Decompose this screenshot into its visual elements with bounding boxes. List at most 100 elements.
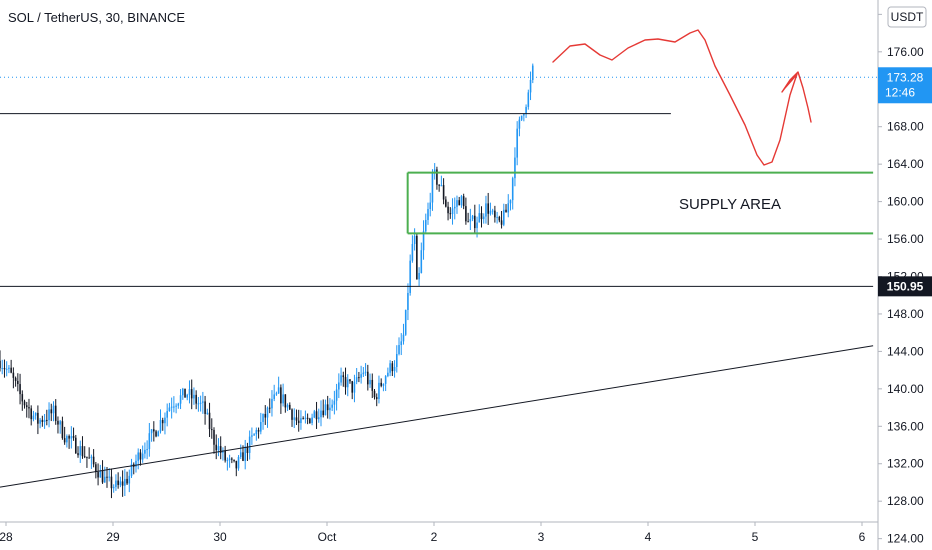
- drawings: SUPPLY AREA: [0, 29, 878, 488]
- candle-body: [235, 460, 238, 469]
- candle-body: [92, 456, 95, 465]
- candle-body: [353, 381, 356, 393]
- candle-body: [268, 407, 271, 409]
- candle-body: [124, 478, 126, 486]
- marked-price-badge: [878, 276, 932, 297]
- candle-body: [440, 185, 443, 187]
- candle-body: [153, 429, 155, 432]
- candles: [0, 63, 534, 499]
- candle-body: [219, 446, 222, 453]
- candle-body: [465, 206, 467, 222]
- candle-body: [302, 418, 304, 420]
- candle-body: [34, 412, 37, 416]
- candle-body: [226, 460, 229, 462]
- candle-body: [72, 436, 75, 438]
- candle-body: [242, 452, 244, 461]
- candle-body: [193, 394, 195, 399]
- candle-body: [429, 202, 432, 210]
- candle-body: [8, 367, 10, 369]
- candle-body: [108, 476, 111, 478]
- candle-body: [494, 210, 496, 218]
- candle-body: [237, 457, 240, 469]
- last-price-countdown: 12:46: [885, 85, 915, 99]
- candle-body: [32, 415, 35, 420]
- candle-body: [340, 375, 342, 383]
- candle-body: [99, 470, 102, 478]
- time-tick-label: 6: [859, 530, 866, 544]
- candle-body: [369, 379, 371, 385]
- candle-body: [333, 400, 336, 405]
- candle-body: [311, 417, 313, 423]
- candle-body: [239, 452, 242, 458]
- candle-body: [371, 379, 374, 391]
- candle-body: [389, 363, 391, 373]
- candle-body: [391, 363, 394, 372]
- candle-body: [210, 429, 213, 431]
- candle-body: [433, 169, 436, 173]
- candle-body: [137, 452, 140, 461]
- candle-body: [275, 393, 278, 395]
- candle-body: [126, 478, 128, 484]
- candle-body: [398, 345, 400, 355]
- candle-body: [46, 419, 48, 421]
- candle-body: [128, 475, 131, 484]
- candle-body: [509, 200, 512, 204]
- candle-body: [335, 389, 338, 401]
- candle-body: [141, 453, 144, 460]
- candle-body: [0, 360, 1, 369]
- candle-body: [516, 128, 518, 158]
- candle-body: [21, 394, 24, 402]
- candle-body: [482, 216, 485, 220]
- candle-body: [222, 450, 224, 453]
- candle-body: [77, 453, 79, 456]
- candle-body: [476, 222, 478, 229]
- candle-body: [23, 401, 26, 406]
- candle-body: [411, 243, 414, 261]
- price-tick-label: 136.00: [887, 419, 924, 433]
- price-tick-label: 156.00: [887, 232, 924, 246]
- candle-body: [384, 376, 387, 384]
- candle-body: [1, 368, 4, 370]
- time-tick-label: Oct: [318, 530, 337, 544]
- candle-body: [375, 397, 378, 400]
- candle-body: [373, 390, 376, 398]
- candle-body: [416, 235, 418, 280]
- candle-body: [186, 394, 189, 398]
- candle-body: [262, 413, 264, 423]
- trendline: [0, 345, 874, 488]
- candle-body: [293, 417, 296, 420]
- candle-body: [48, 409, 50, 421]
- candle-body: [502, 209, 505, 225]
- time-tick-label: 30: [213, 530, 227, 544]
- candle-body: [520, 115, 523, 120]
- candle-body: [155, 431, 157, 437]
- candle-body: [215, 444, 218, 451]
- candle-body: [420, 250, 423, 273]
- candle-body: [3, 368, 6, 370]
- candle-body: [54, 405, 57, 421]
- candle-body: [295, 417, 298, 421]
- candle-body: [315, 411, 318, 420]
- candle-body: [231, 458, 233, 460]
- candle-body: [168, 407, 171, 412]
- candle-body: [260, 422, 262, 432]
- candle-body: [460, 196, 463, 206]
- candle-body: [70, 436, 73, 439]
- candle-body: [106, 476, 108, 478]
- candle-body: [500, 220, 503, 225]
- price-tick-label: 140.00: [887, 382, 924, 396]
- candle-body: [458, 200, 461, 206]
- candle-body: [43, 419, 46, 422]
- candle-body: [382, 383, 385, 386]
- candle-body: [266, 407, 269, 418]
- currency-label: USDT: [891, 10, 924, 24]
- candle-body: [130, 464, 133, 476]
- candle-body: [37, 412, 39, 424]
- price-tick-label: 164.00: [887, 157, 924, 171]
- candle-body: [291, 409, 293, 420]
- candle-body: [489, 210, 492, 214]
- price-tick-label: 128.00: [887, 494, 924, 508]
- candle-body: [208, 412, 211, 430]
- candle-body: [288, 404, 291, 410]
